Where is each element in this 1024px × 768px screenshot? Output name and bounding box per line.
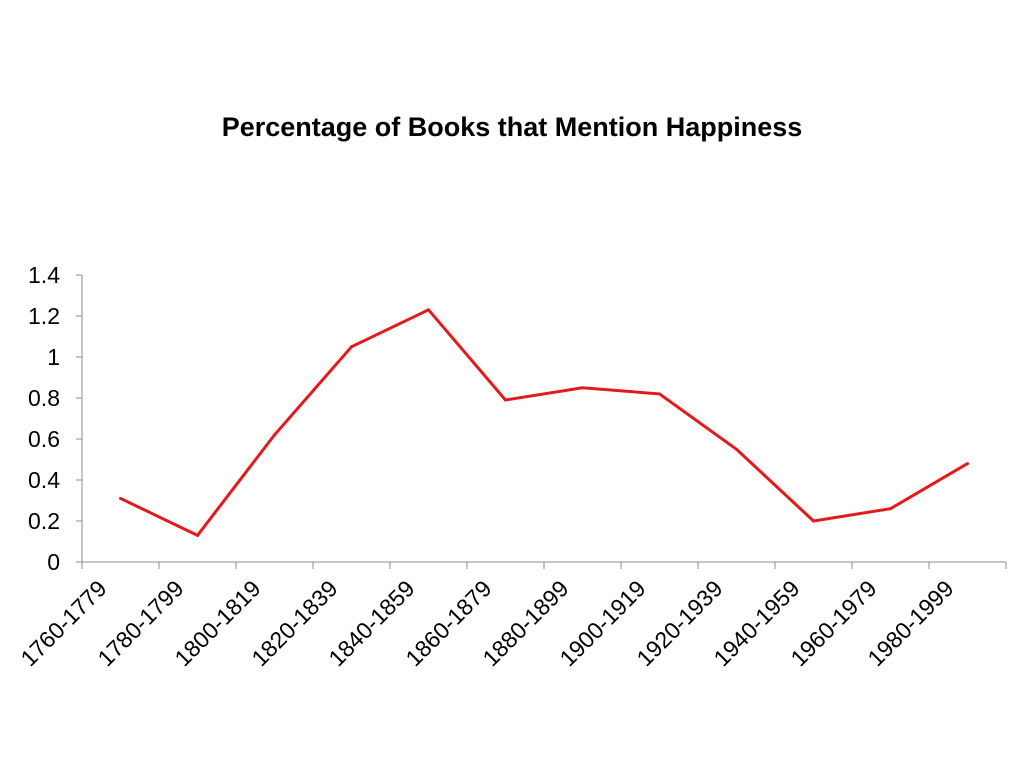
y-tick-label: 0.2 [28,508,60,534]
data-point [273,433,276,437]
series-line [119,307,969,538]
y-tick-label: 1 [47,344,60,370]
data-point [581,386,584,390]
chart-title: Percentage of Books that Mention Happine… [221,112,803,142]
y-tick-label: 1.4 [28,262,60,288]
data-point [812,519,815,523]
data-point [119,496,122,500]
data-point [966,462,969,466]
data-point [889,507,892,511]
y-tick-label: 0.4 [28,467,60,493]
y-tick-label: 1.2 [28,303,60,329]
data-point [735,447,738,451]
data-point [427,308,430,312]
series-layer [119,307,969,538]
data-point [350,345,353,349]
data-point [504,398,507,402]
y-tick-label: 0 [47,549,60,575]
x-axis-ticks: 1760-17791780-17991800-18191820-18391840… [15,562,1007,671]
y-tick-label: 0.6 [28,426,60,452]
y-tick-label: 0.8 [28,385,60,411]
y-axis-ticks: 0 0.2 0.4 0.6 0.8 1 1.2 1.4 [28,262,82,575]
data-point [196,533,199,537]
data-point [658,392,661,396]
